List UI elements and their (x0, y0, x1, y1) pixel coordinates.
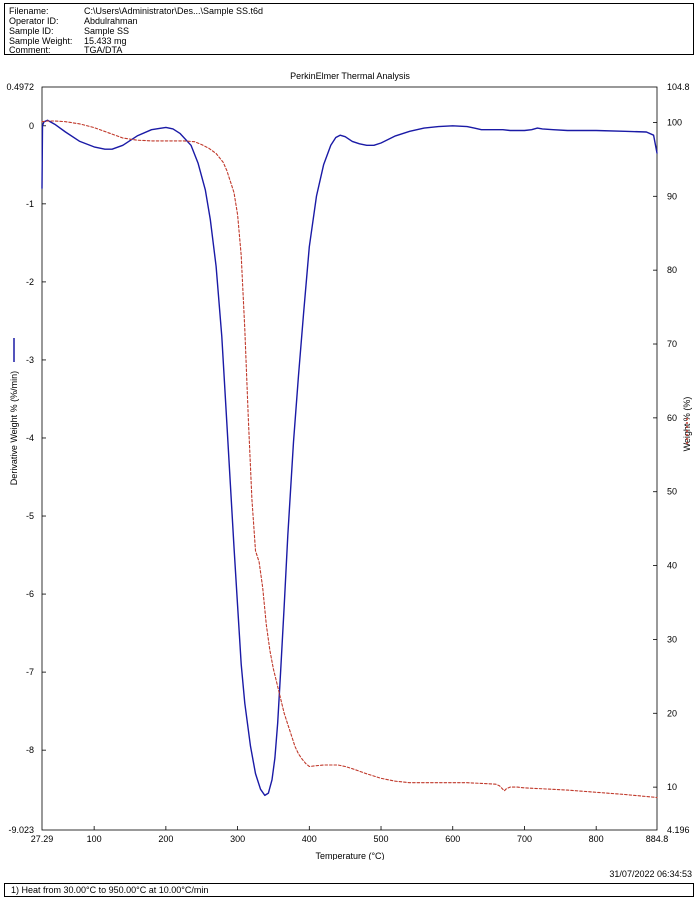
info-value: 15.433 mg (84, 36, 127, 46)
info-label: Comment: (9, 45, 51, 55)
y-right-tick-label: 10 (667, 782, 677, 792)
info-value: Sample SS (84, 26, 130, 36)
y-left-tick-label: 0 (29, 121, 34, 131)
y-right-tick-label: 4.196 (667, 825, 690, 835)
y-left-tick-label: -7 (26, 667, 34, 677)
y-right-tick-label: 20 (667, 708, 677, 718)
y-right-tick-label: 50 (667, 487, 677, 497)
y-right-tick-label: 100 (667, 117, 682, 127)
x-tick-label: 300 (230, 834, 245, 844)
x-tick-label: 400 (302, 834, 317, 844)
y-axis-left: 0.4972 0 -1 -2 -3 -4 -5 -6 -7 -8 -9.023 (6, 82, 46, 835)
y-left-tick-label: -3 (26, 355, 34, 365)
y-right-tick-label: 80 (667, 265, 677, 275)
y-axis-right: 104.8 100 90 80 70 60 50 40 30 20 10 4.196 (653, 82, 690, 835)
series-line-derivative-weight (41, 119, 658, 797)
x-axis-label: Temperature (°C) (315, 851, 384, 860)
x-tick-label: 27.29 (31, 834, 54, 844)
info-label: Filename: (9, 6, 49, 16)
x-tick-label: 600 (445, 834, 460, 844)
y-right-tick-label: 70 (667, 339, 677, 349)
x-tick-label: 800 (589, 834, 604, 844)
y-left-tick-label: -1 (26, 199, 34, 209)
y-left-tick-label: -8 (26, 745, 34, 755)
plot-frame (41, 86, 658, 831)
x-tick-label: 100 (87, 834, 102, 844)
info-row-filename: Filename: C:\Users\Administrator\Des...\S… (9, 6, 263, 16)
y-left-tick-label: 0.4972 (6, 82, 34, 92)
info-label: Operator ID: (9, 16, 59, 26)
series-layer (41, 119, 658, 799)
y-left-tick-label: -6 (26, 589, 34, 599)
y-right-tick-label: 30 (667, 634, 677, 644)
info-row-operator: Operator ID: Abdulrahman (9, 16, 138, 26)
info-value: TGA/DTA (84, 45, 123, 55)
method-step: 1) Heat from 30.00°C to 950.00°C at 10.0… (11, 885, 209, 895)
y-right-tick-label: 60 (667, 413, 677, 423)
y-right-tick-label: 40 (667, 561, 677, 571)
thermal-analysis-chart: PerkinElmer Thermal Analysis 27.29 100 200… (6, 71, 692, 860)
x-tick-label: 884.8 (646, 834, 669, 844)
series-line-weight-percent (41, 120, 658, 799)
sample-info-box: Filename: C:\Users\Administrator\Des...\S… (4, 3, 694, 55)
info-row-sample-id: Sample ID: Sample SS (9, 26, 129, 36)
y-right-tick-label: 104.8 (667, 82, 690, 92)
y-left-tick-label: -2 (26, 277, 34, 287)
info-label: Sample ID: (9, 26, 54, 36)
info-label: Sample Weight: (9, 36, 73, 46)
y-left-tick-label: -5 (26, 511, 34, 521)
y-left-tick-label: -4 (26, 433, 34, 443)
x-tick-label: 200 (158, 834, 173, 844)
y-axis-label-left: Derivative Weight % (%/min) (9, 371, 19, 485)
info-value: Abdulrahman (84, 16, 138, 26)
y-right-tick-label: 90 (667, 191, 677, 201)
x-tick-label: 500 (374, 834, 389, 844)
info-row-sample-weight: Sample Weight: 15.433 mg (9, 36, 127, 46)
timestamp: 31/07/2022 06:34:53 (609, 869, 692, 879)
x-axis: 27.29 100 200 300 400 500 600 700 800 884.8 (31, 826, 669, 844)
chart-title: PerkinElmer Thermal Analysis (290, 71, 410, 81)
method-box: 1) Heat from 30.00°C to 950.00°C at 10.0… (4, 883, 694, 897)
x-tick-label: 700 (517, 834, 532, 844)
y-left-tick-label: -9.023 (8, 825, 34, 835)
info-row-comment: Comment: TGA/DTA (9, 45, 122, 55)
info-value: C:\Users\Administrator\Des...\Sample SS.… (84, 6, 264, 16)
